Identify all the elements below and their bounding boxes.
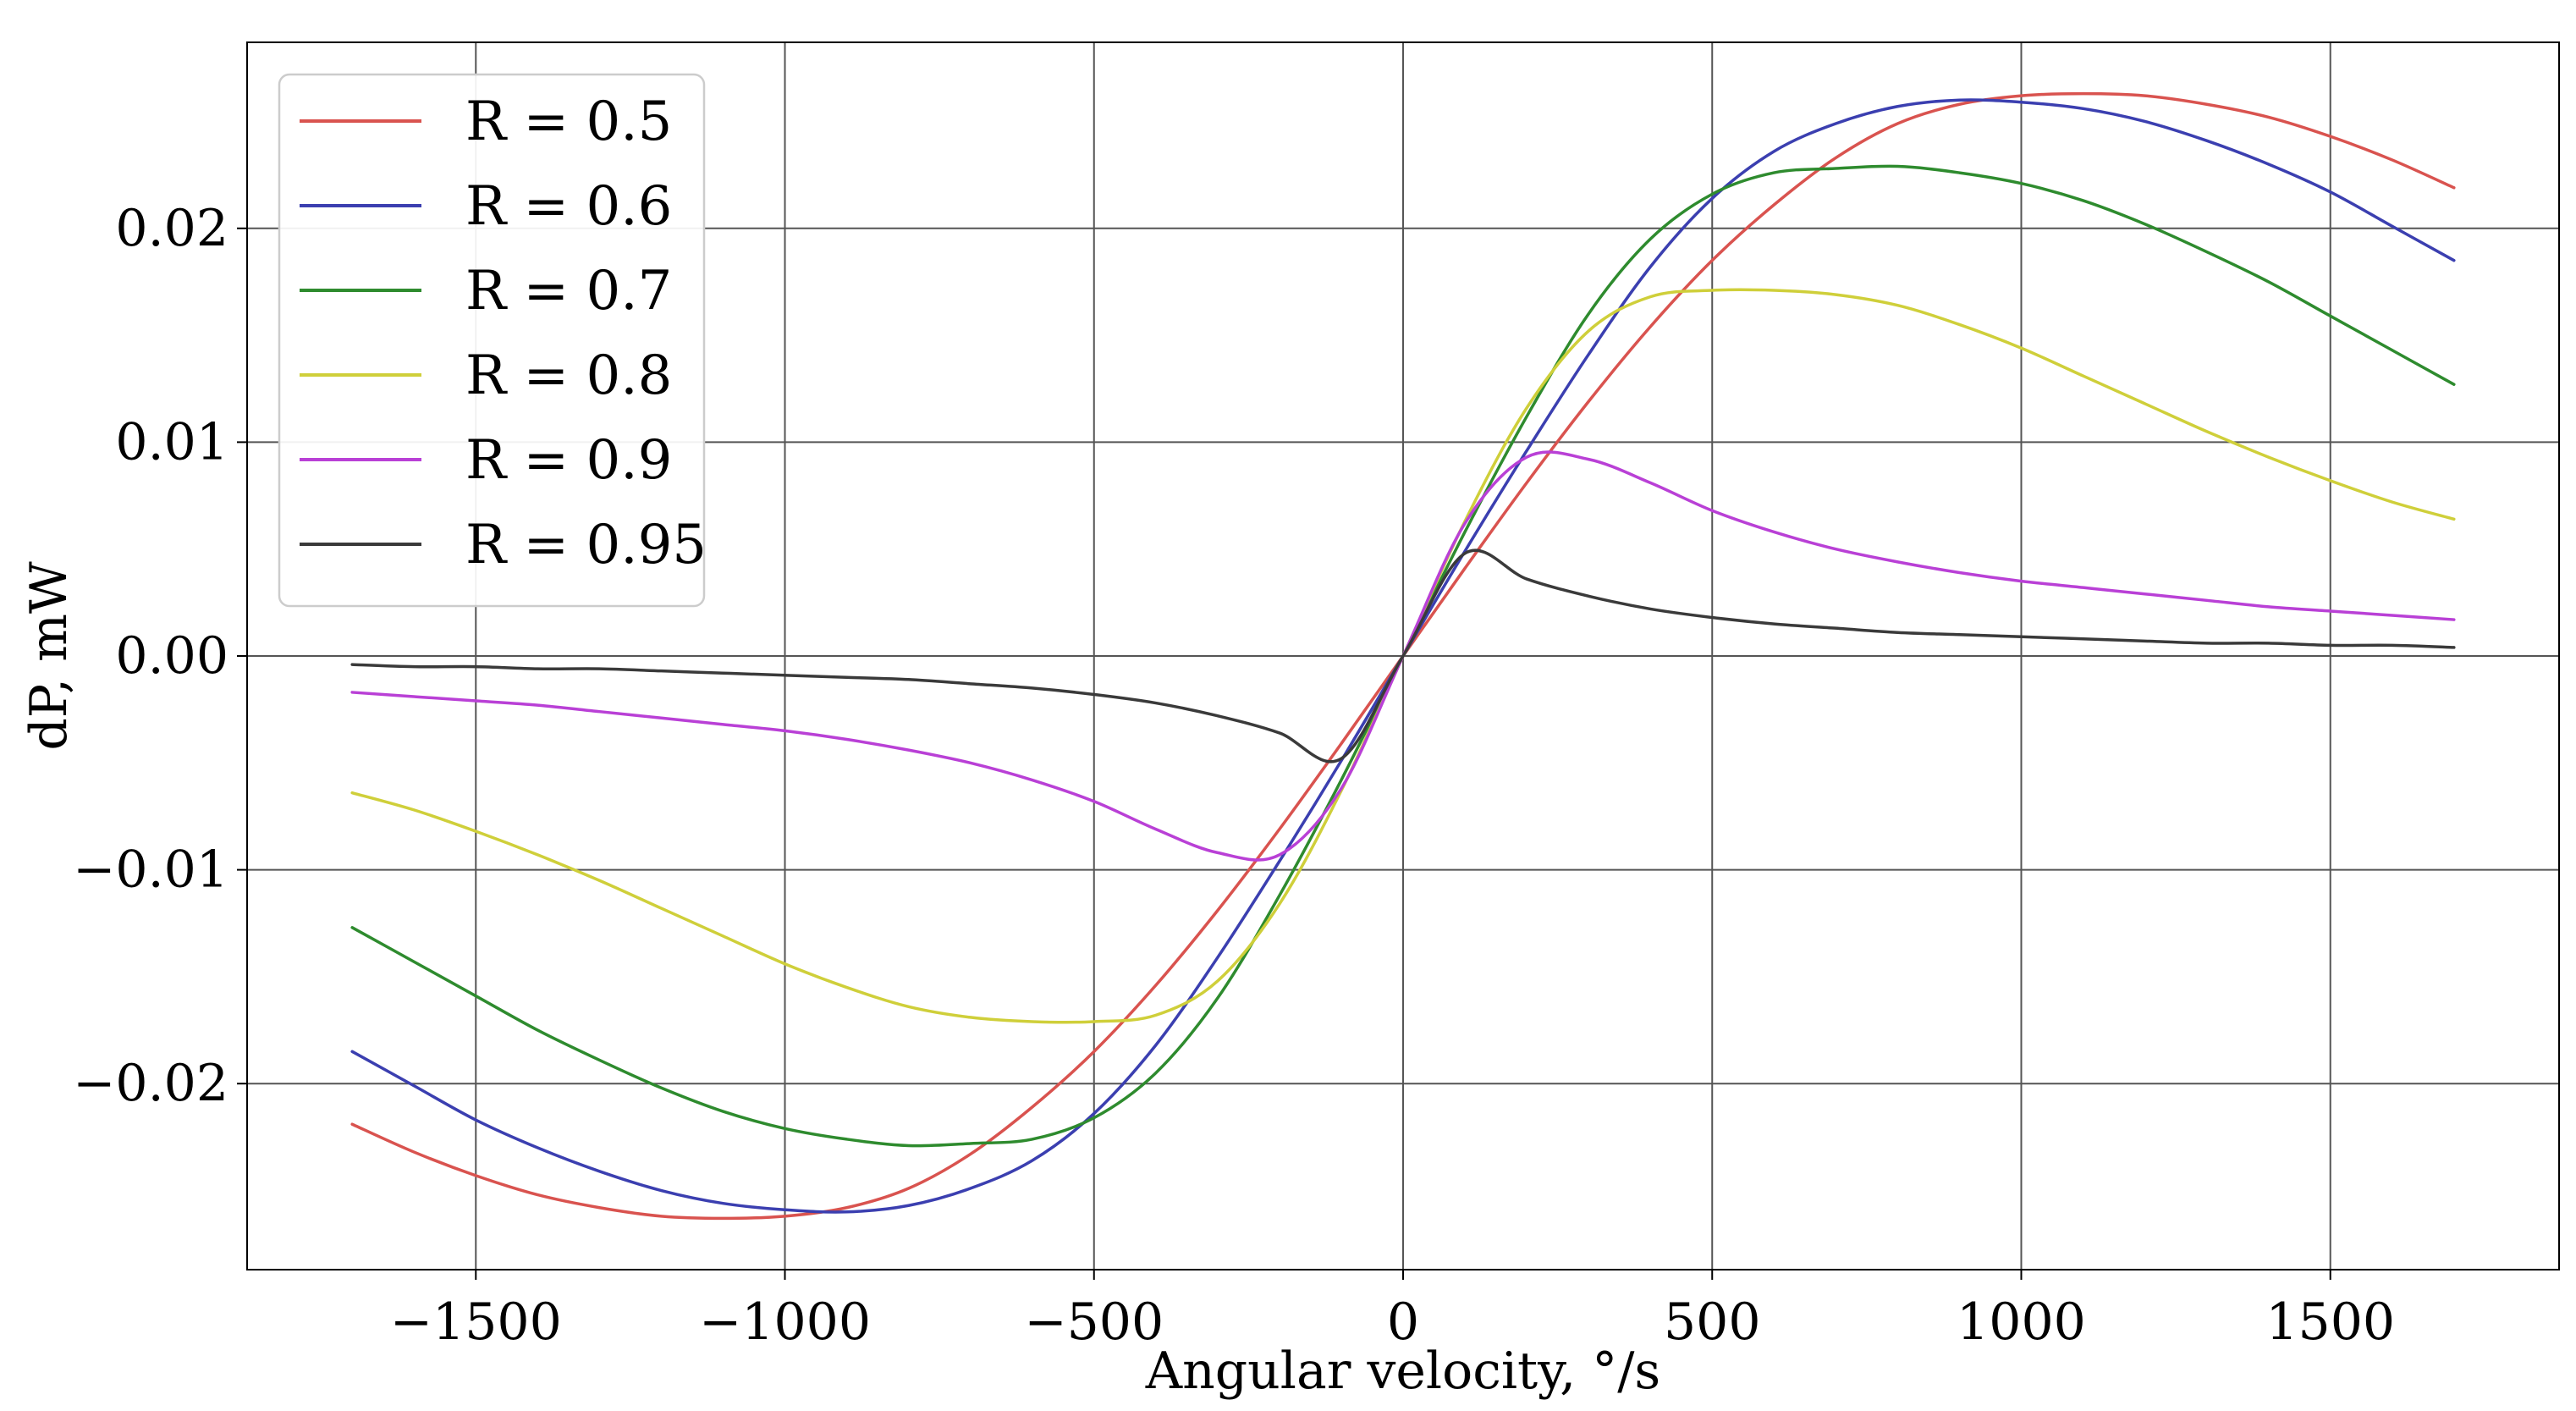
x-tick-labels: −1500 −1000 −500 0 500 1000 1500 bbox=[390, 1292, 2395, 1352]
plot-frame bbox=[246, 41, 2560, 1270]
x-tick-label: 500 bbox=[1664, 1292, 1761, 1352]
x-tick-label: −1000 bbox=[699, 1292, 871, 1352]
x-tick-label: −1500 bbox=[390, 1292, 562, 1352]
x-axis-label: Angular velocity, °/s bbox=[1145, 1342, 1660, 1401]
y-tick-label: −0.01 bbox=[73, 841, 228, 900]
legend-label: R = 0.7 bbox=[465, 260, 672, 322]
series-lines bbox=[350, 91, 2456, 1221]
legend-label: R = 0.6 bbox=[465, 175, 672, 238]
legend-label: R = 0.8 bbox=[465, 344, 672, 407]
y-tick-labels: −0.02 −0.01 0.00 0.01 0.02 bbox=[73, 199, 228, 1113]
x-tick-label: 1000 bbox=[1957, 1292, 2086, 1352]
y-tick-label: −0.02 bbox=[73, 1054, 228, 1113]
y-tick-label: 0.00 bbox=[115, 626, 228, 686]
series-line-6 bbox=[350, 548, 2456, 763]
x-tick-label: 0 bbox=[1387, 1292, 1419, 1352]
y-tick-label: 0.01 bbox=[115, 412, 228, 471]
legend-label: R = 0.5 bbox=[465, 91, 672, 153]
legend-entry: R = 0.9 bbox=[300, 429, 672, 492]
legend-entry: R = 0.7 bbox=[300, 260, 672, 322]
legend-label: R = 0.9 bbox=[465, 429, 672, 492]
legend-entry: R = 0.95 bbox=[300, 514, 707, 576]
legend-label: R = 0.95 bbox=[465, 514, 707, 576]
legend-entry: R = 0.5 bbox=[300, 91, 672, 153]
x-tick-label: 1500 bbox=[2265, 1292, 2395, 1352]
legend-entry: R = 0.6 bbox=[300, 175, 672, 238]
legend: R = 0.5 R = 0.6 R = 0.7 R = 0.8 R = 0.9 R = 0… bbox=[278, 73, 707, 608]
x-tick-label: −500 bbox=[1024, 1292, 1164, 1352]
legend-entry: R = 0.8 bbox=[300, 344, 672, 407]
y-axis-label: dP, mW bbox=[19, 561, 79, 751]
y-tick-label: 0.02 bbox=[115, 199, 228, 258]
